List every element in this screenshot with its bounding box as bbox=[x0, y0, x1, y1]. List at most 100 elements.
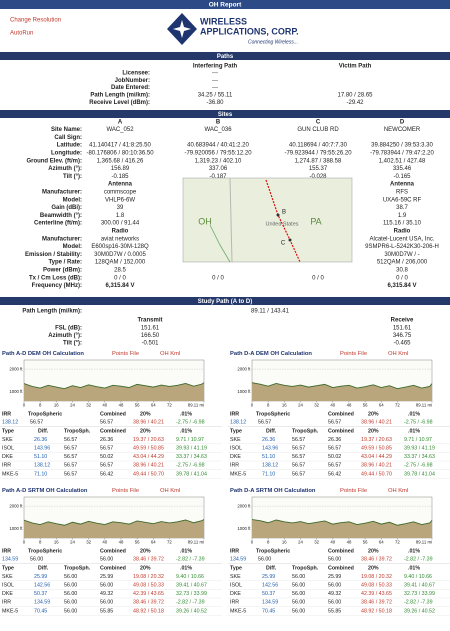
y-tick-label: 2000 ft bbox=[237, 503, 251, 508]
row-label: Tx / Cm Loss (dB): bbox=[29, 275, 82, 281]
cell: WAC_052 bbox=[106, 127, 134, 133]
table-header: .01% bbox=[180, 428, 192, 434]
cell: UXA6-59C RF bbox=[383, 197, 422, 203]
cell: WAC_036 bbox=[204, 127, 232, 133]
table-cell: -2.75 / -6.98 bbox=[176, 419, 205, 425]
table-header: TropoSph. bbox=[292, 428, 319, 434]
y-tick-label: 1000 ft bbox=[237, 526, 251, 531]
map-label: C bbox=[281, 241, 286, 247]
table-header: 20% bbox=[140, 565, 151, 571]
y-tick-label: 2000 ft bbox=[9, 503, 23, 508]
cell: 512QAM / 206,000 bbox=[377, 260, 428, 266]
link[interactable]: Points File bbox=[340, 351, 367, 357]
table-cell: 26.36 bbox=[34, 437, 47, 443]
table-cell: DKE bbox=[230, 454, 241, 460]
x-tick-label: 40 bbox=[102, 540, 107, 545]
table-cell: 134.59 bbox=[230, 556, 246, 562]
link[interactable]: OH Kml bbox=[388, 351, 408, 357]
cell: 151.61 bbox=[393, 326, 412, 332]
x-tick-label: 56 bbox=[135, 540, 140, 545]
link[interactable]: AutoRun bbox=[10, 31, 33, 37]
cell: 40.683944 / 40:41:2.20 bbox=[187, 143, 249, 149]
table-cell: 56.42 bbox=[100, 471, 113, 477]
table-cell: SKE bbox=[2, 437, 13, 443]
table-cell: ISOL bbox=[230, 583, 242, 589]
terrain-line bbox=[23, 382, 205, 390]
table-cell: 26.36 bbox=[328, 437, 341, 443]
table-cell: 56.00 bbox=[292, 574, 305, 580]
table-cell: 56.00 bbox=[328, 583, 341, 589]
section-bar bbox=[0, 110, 450, 118]
x-tick-label: 89.11 mi bbox=[188, 540, 204, 545]
link[interactable]: Points File bbox=[112, 488, 139, 494]
table-header: Diff. bbox=[266, 565, 277, 571]
table-cell: SKE bbox=[2, 574, 13, 580]
row-label: Latitude: bbox=[57, 143, 82, 149]
link[interactable]: Points File bbox=[112, 351, 139, 357]
row-label: Beamwidth (°): bbox=[40, 213, 82, 219]
table-cell: 56.57 bbox=[258, 419, 271, 425]
x-tick-label: 72 bbox=[395, 540, 400, 545]
y-tick-label: 1000 ft bbox=[9, 389, 23, 394]
terrain-area bbox=[252, 382, 432, 401]
cell: -0.187 bbox=[209, 174, 227, 180]
cell: 30M0D7W / - bbox=[384, 252, 419, 258]
table-cell: 25.99 bbox=[100, 574, 113, 580]
row-label: Tilt (°): bbox=[63, 341, 82, 347]
table-header: Combined bbox=[100, 428, 126, 434]
map-road bbox=[209, 224, 231, 263]
map-label: United States bbox=[265, 221, 298, 227]
table-header: Type bbox=[2, 428, 14, 434]
cell: 28.5 bbox=[114, 267, 126, 273]
table-cell: 71.10 bbox=[262, 471, 275, 477]
table-cell: 38.46 / 39.72 bbox=[361, 556, 392, 562]
table-cell: -2.82 / -7.39 bbox=[176, 556, 205, 562]
table-header: Combined bbox=[328, 428, 354, 434]
link[interactable]: OH Kml bbox=[160, 351, 180, 357]
panel-title: Path D-A DEM OH Calculation bbox=[230, 351, 312, 357]
table-cell: 51.10 bbox=[34, 454, 47, 460]
table-cell: 56.00 bbox=[30, 556, 43, 562]
table-cell: MKE-5 bbox=[2, 608, 18, 614]
table-cell: 26.36 bbox=[100, 437, 113, 443]
table-header: .01% bbox=[408, 428, 420, 434]
x-tick-label: 8 bbox=[39, 540, 42, 545]
cell: 30.8 bbox=[396, 267, 408, 273]
table-cell: 38.96 / 40.21 bbox=[361, 419, 392, 425]
cell: 156.89 bbox=[111, 166, 130, 172]
x-tick-label: 32 bbox=[86, 540, 91, 545]
table-header: IRR bbox=[230, 548, 239, 554]
row-label: Path Length (mi/km): bbox=[90, 92, 150, 98]
cell: 39.884250 / 39:53:3.30 bbox=[371, 143, 433, 149]
section-title: Study Path (A to D) bbox=[198, 299, 252, 305]
link[interactable]: OH Kml bbox=[388, 488, 408, 494]
table-cell: -2.82 / -7.39 bbox=[404, 600, 433, 606]
table-cell: IRR bbox=[2, 600, 11, 606]
logo: WIRELESS APPLICATIONS, CORP. Connecting … bbox=[167, 13, 299, 45]
table-cell: 56.00 bbox=[64, 583, 77, 589]
table-cell: 56.57 bbox=[64, 437, 77, 443]
link[interactable]: Points File bbox=[340, 488, 367, 494]
y-tick-label: 2000 ft bbox=[237, 366, 251, 371]
table-header: TropoSph. bbox=[64, 565, 91, 571]
cell: 0 / 0 bbox=[212, 275, 224, 281]
x-tick-label: 8 bbox=[267, 540, 270, 545]
row-label: Ground Elev. (ft/m): bbox=[26, 158, 82, 164]
x-tick-label: 64 bbox=[379, 540, 384, 545]
table-cell: 38.46 / 39.72 bbox=[361, 600, 392, 606]
table-cell: 71.10 bbox=[34, 471, 47, 477]
table-header: 20% bbox=[368, 548, 379, 554]
column-header: A bbox=[118, 120, 123, 126]
cell: 39 bbox=[117, 205, 124, 211]
table-header: Type bbox=[2, 565, 14, 571]
row-label: Call Sign: bbox=[54, 135, 82, 141]
link[interactable]: OH Kml bbox=[160, 488, 180, 494]
table-cell: 49.44 / 50.70 bbox=[361, 471, 392, 477]
cell: 337.06 bbox=[209, 166, 228, 172]
link[interactable]: Change Resolution bbox=[10, 18, 61, 24]
table-cell: 26.36 bbox=[262, 437, 275, 443]
table-cell: 49.59 / 50.85 bbox=[133, 446, 164, 452]
table-cell: 56.57 bbox=[328, 446, 341, 452]
row-label: Emission / Stability: bbox=[25, 252, 82, 258]
cell: Alcatel-Lucent USA, Inc. bbox=[369, 236, 434, 242]
